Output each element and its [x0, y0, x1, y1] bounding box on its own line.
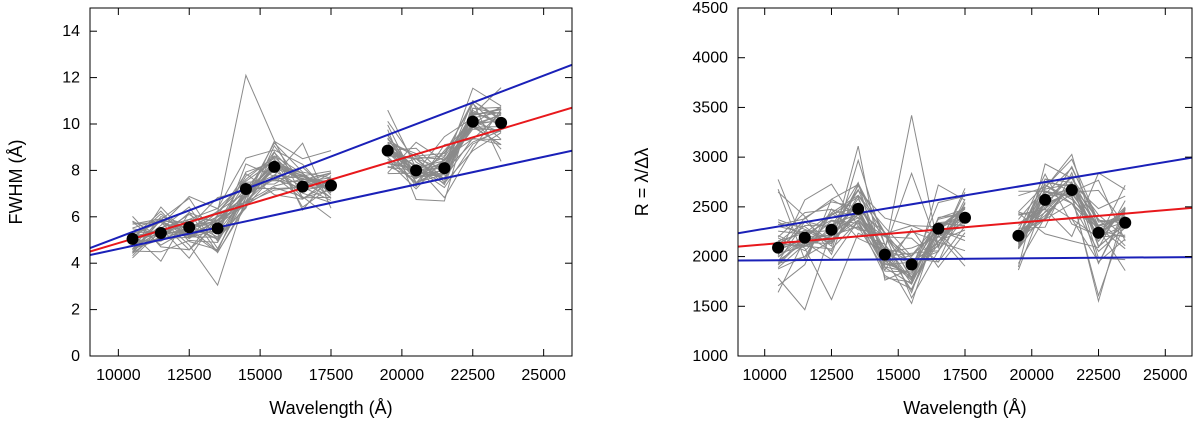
lower-bound-line: [90, 149, 572, 257]
median-point: [154, 227, 167, 240]
y-tick-label: 2500: [692, 199, 728, 216]
x-tick-label: 22500: [1076, 367, 1121, 384]
x-tick-label: 12500: [809, 367, 854, 384]
x-tick-label: 20000: [380, 367, 425, 384]
individual-curve: [1018, 200, 1126, 249]
x-tick-label: 20000: [1010, 367, 1055, 384]
individual-curve: [777, 206, 966, 275]
y-tick-label: 4: [71, 255, 80, 272]
median-point: [296, 180, 309, 193]
median-point: [905, 258, 918, 271]
individual-curve: [387, 106, 502, 176]
individual-curve: [1018, 172, 1126, 238]
median-point: [410, 164, 423, 177]
median-point: [1092, 226, 1105, 239]
y-tick-label: 3000: [692, 149, 728, 166]
median-point: [211, 222, 224, 235]
y-tick-label: 2000: [692, 249, 728, 266]
chart-panel-2: 10000 12500 15000 17500 20000 22500 25000 1000 1…: [632, 0, 1193, 418]
x-tick-label: 10000: [96, 367, 141, 384]
individual-curve: [387, 126, 502, 168]
x-axis-title: Wavelength (Å): [269, 398, 392, 418]
median-point: [239, 182, 252, 195]
plot-area: [90, 63, 572, 287]
median-point: [495, 116, 508, 129]
x-tick-label: 15000: [876, 367, 921, 384]
individual-curve: [1018, 180, 1126, 265]
individual-curve: [1017, 190, 1126, 237]
x-tick-label: 22500: [451, 367, 496, 384]
upper-bound-line: [90, 63, 572, 250]
median-point: [772, 241, 785, 254]
median-point: [325, 179, 337, 192]
individual-curve: [1017, 193, 1126, 304]
median-point: [1012, 229, 1025, 242]
individual-curves: [777, 115, 1126, 311]
x-tick-label: 17500: [309, 367, 354, 384]
median-point: [438, 162, 451, 175]
y-tick-label: 2: [71, 302, 80, 319]
y-tick-label: 4000: [692, 50, 728, 67]
median-point: [1039, 193, 1052, 206]
individual-curves: [132, 73, 502, 287]
y-tick-label: 14: [62, 23, 80, 40]
median-point: [798, 231, 811, 244]
individual-curve: [387, 111, 502, 174]
median-point: [381, 144, 394, 157]
median-point: [466, 115, 479, 128]
y-tick-label: 0: [71, 348, 80, 365]
median-point: [1065, 183, 1078, 196]
individual-curve: [777, 183, 966, 292]
x-tick-label: 17500: [943, 367, 988, 384]
y-tick-label: 8: [71, 162, 80, 179]
upper-bound-line: [738, 156, 1192, 235]
x-tick-label: 25000: [521, 367, 566, 384]
plot-frame: [737, 7, 1193, 357]
x-tick-label: 15000: [238, 367, 283, 384]
fit-line: [738, 206, 1192, 248]
y-axis-title: FWHM (Å): [6, 140, 26, 225]
x-tick-label: 10000: [742, 367, 787, 384]
y-tick-label: 12: [62, 70, 80, 87]
median-point: [126, 232, 139, 245]
y-axis-title: R = λ/Δλ: [632, 148, 652, 217]
median-point: [959, 211, 971, 224]
individual-curve: [132, 140, 332, 246]
median-point: [1119, 216, 1132, 229]
individual-curve: [387, 100, 502, 202]
y-tick-label: 1000: [692, 348, 728, 365]
chart-panel-1: 10000 12500 15000 17500 20000 22500 25000 0 2 4 6 8…: [6, 7, 573, 418]
individual-curve: [777, 171, 966, 250]
median-point: [825, 223, 838, 236]
individual-curve: [1018, 190, 1126, 253]
median-point: [852, 202, 865, 215]
y-tick-label: 4500: [692, 0, 728, 17]
x-tick-label: 25000: [1143, 367, 1188, 384]
individual-curve: [777, 207, 966, 301]
y-tick-label: 10: [62, 116, 80, 133]
individual-curve: [1018, 165, 1126, 227]
individual-curve: [132, 162, 332, 251]
y-tick-label: 3500: [692, 99, 728, 116]
individual-curve: [778, 197, 966, 257]
y-tick-label: 6: [71, 209, 80, 226]
y-tick-label: 1500: [692, 298, 728, 315]
x-axis-title: Wavelength (Å): [903, 398, 1026, 418]
plot-area: [738, 115, 1192, 311]
individual-curve: [1017, 175, 1126, 248]
median-point: [268, 160, 281, 173]
median-point: [932, 222, 945, 235]
x-tick-label: 12500: [167, 367, 212, 384]
median-point: [878, 248, 891, 261]
individual-curve: [387, 103, 502, 157]
lower-bound-line: [738, 256, 1192, 262]
individual-curve: [132, 163, 332, 251]
median-point: [183, 221, 196, 234]
